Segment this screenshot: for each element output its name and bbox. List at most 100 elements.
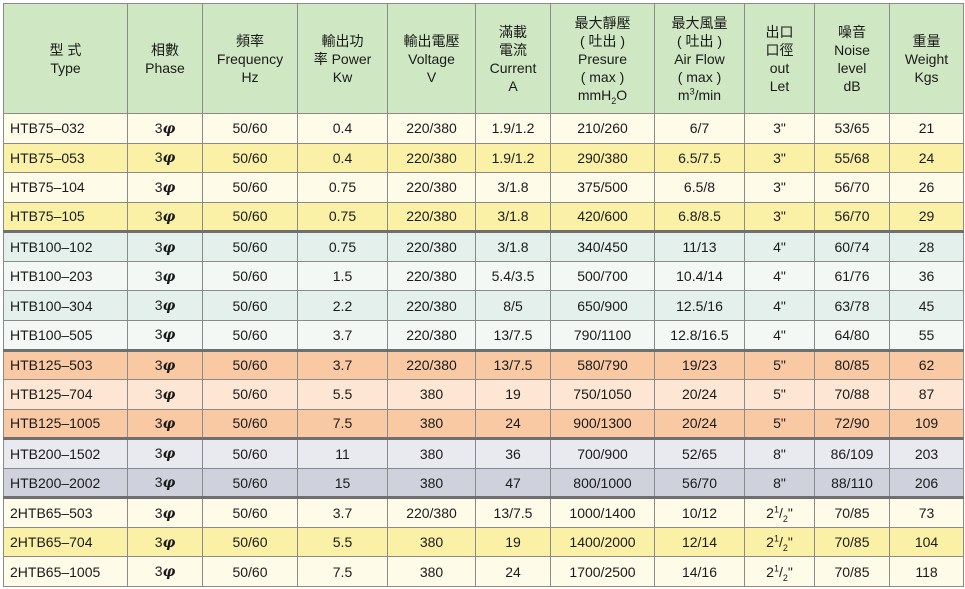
cell-voltage: 220/380 — [387, 319, 476, 351]
cell-current: 3/1.8 — [475, 201, 551, 233]
cell-pressure: 340/450 — [550, 230, 655, 262]
table-row: HTB75–105 3φ 50/60 0.75 220/380 3/1.8 420/600 6… — [3, 201, 964, 233]
header-phase: 相數 Phase — [127, 3, 203, 114]
cell-freq: 50/60 — [202, 230, 298, 262]
cell-weight: 118 — [889, 556, 964, 587]
cell-voltage: 380 — [387, 526, 476, 558]
cell-pressure: 790/1100 — [550, 319, 655, 351]
cell-pressure: 375/500 — [550, 172, 655, 203]
cell-pressure: 750/1050 — [550, 379, 655, 410]
table-row: HTB100–304 3φ 50/60 2.2 220/380 8/5 650/900 12.… — [3, 290, 964, 321]
header-current-line: 電流 — [499, 41, 527, 58]
header-noise-line: dB — [843, 77, 861, 94]
cell-airflow: 20/24 — [654, 379, 745, 410]
cell-airflow: 56/70 — [654, 467, 745, 499]
cell-current: 19 — [475, 379, 551, 410]
cell-model: HTB125–1005 — [3, 408, 128, 440]
cell-current: 3/1.8 — [475, 230, 551, 262]
cell-current: 24 — [475, 556, 551, 587]
cell-outlet: 3" — [744, 172, 815, 203]
cell-airflow: 19/23 — [654, 348, 745, 381]
cell-weight: 104 — [889, 526, 964, 558]
cell-noise: 53/65 — [814, 113, 890, 144]
cell-weight: 45 — [889, 290, 964, 321]
header-outlet-line: Let — [769, 77, 790, 94]
cell-power: 0.4 — [297, 113, 388, 144]
table-header: 型 式 Type 相數 Phase 頻率 Frequency Hz 輸出功率 Power Kw 輸… — [3, 3, 964, 114]
cell-voltage: 220/380 — [387, 290, 476, 321]
cell-power: 7.5 — [297, 408, 388, 440]
cell-airflow: 6.5/8 — [654, 172, 745, 203]
cell-noise: 86/109 — [814, 437, 890, 469]
cell-model: HTB100–304 — [3, 290, 128, 321]
cell-weight: 21 — [889, 113, 964, 144]
cell-current: 13/7.5 — [475, 319, 551, 351]
header-airflow-line: ( 吐出 ) — [676, 32, 723, 49]
cell-pressure: 1700/2500 — [550, 556, 655, 587]
cell-outlet: 21/2" — [744, 556, 815, 587]
cell-phase: 3φ — [127, 408, 203, 440]
header-row: 型 式 Type 相數 Phase 頻率 Frequency Hz 輸出功率 Power Kw 輸… — [3, 3, 964, 114]
cell-power: 15 — [297, 467, 388, 499]
header-pressure-unit: mmH2O — [577, 86, 628, 106]
header-pressure-line: Presure — [577, 50, 628, 67]
cell-pressure: 650/900 — [550, 290, 655, 321]
header-current-line: A — [508, 77, 518, 94]
table-row: HTB200–1502 3φ 50/60 11 380 36 700/900 52/65 8" 8… — [3, 437, 964, 469]
cell-pressure: 800/1000 — [550, 467, 655, 499]
cell-phase: 3φ — [127, 172, 203, 203]
cell-weight: 36 — [889, 260, 964, 292]
header-freq-line: Hz — [241, 68, 259, 85]
header-outlet-line: out — [769, 59, 790, 76]
header-weight: 重量 Weight Kgs — [889, 3, 964, 114]
cell-weight: 73 — [889, 496, 964, 528]
cell-model: HTB125–704 — [3, 379, 128, 410]
cell-outlet: 5" — [744, 379, 815, 410]
cell-outlet: 4" — [744, 230, 815, 262]
cell-model: HTB200–2002 — [3, 467, 128, 499]
cell-noise: 70/88 — [814, 379, 890, 410]
cell-voltage: 220/380 — [387, 201, 476, 233]
cell-freq: 50/60 — [202, 260, 298, 292]
header-power-line: 輸出功 — [321, 32, 364, 49]
cell-noise: 70/85 — [814, 556, 890, 587]
cell-freq: 50/60 — [202, 201, 298, 233]
cell-outlet: 4" — [744, 290, 815, 321]
cell-outlet: 21/2" — [744, 526, 815, 558]
cell-model: HTB125–503 — [3, 348, 128, 381]
cell-phase: 3φ — [127, 437, 203, 469]
table-row: HTB75–053 3φ 50/60 0.4 220/380 1.9/1.2 290/380… — [3, 142, 964, 174]
cell-voltage: 220/380 — [387, 260, 476, 292]
header-freq-line: Frequency — [216, 50, 284, 67]
header-phase-line: Phase — [145, 59, 185, 76]
header-noise-line: level — [837, 59, 867, 76]
cell-freq: 50/60 — [202, 556, 298, 587]
cell-outlet: 3" — [744, 113, 815, 144]
cell-voltage: 380 — [387, 437, 476, 469]
cell-outlet: 4" — [744, 260, 815, 292]
cell-voltage: 220/380 — [387, 230, 476, 262]
cell-noise: 64/80 — [814, 319, 890, 351]
cell-noise: 70/85 — [814, 526, 890, 558]
cell-power: 0.75 — [297, 230, 388, 262]
cell-phase: 3φ — [127, 142, 203, 174]
cell-power: 7.5 — [297, 556, 388, 587]
cell-freq: 50/60 — [202, 496, 298, 528]
cell-model: HTB75–053 — [3, 142, 128, 174]
cell-phase: 3φ — [127, 379, 203, 410]
table-row: HTB200–2002 3φ 50/60 15 380 47 800/1000 56/70 8"… — [3, 467, 964, 499]
table-row: HTB75–032 3φ 50/60 0.4 220/380 1.9/1.2 210/260… — [3, 113, 964, 144]
cell-voltage: 380 — [387, 467, 476, 499]
cell-noise: 56/70 — [814, 201, 890, 233]
cell-power: 0.75 — [297, 201, 388, 233]
cell-airflow: 12/14 — [654, 526, 745, 558]
cell-pressure: 580/790 — [550, 348, 655, 381]
table-row: 2HTB65–1005 3φ 50/60 7.5 380 24 1700/2500 14/16… — [3, 556, 964, 587]
cell-phase: 3φ — [127, 348, 203, 381]
cell-phase: 3φ — [127, 201, 203, 233]
cell-voltage: 220/380 — [387, 172, 476, 203]
cell-outlet: 5" — [744, 348, 815, 381]
cell-current: 13/7.5 — [475, 496, 551, 528]
cell-airflow: 52/65 — [654, 437, 745, 469]
cell-voltage: 220/380 — [387, 496, 476, 528]
